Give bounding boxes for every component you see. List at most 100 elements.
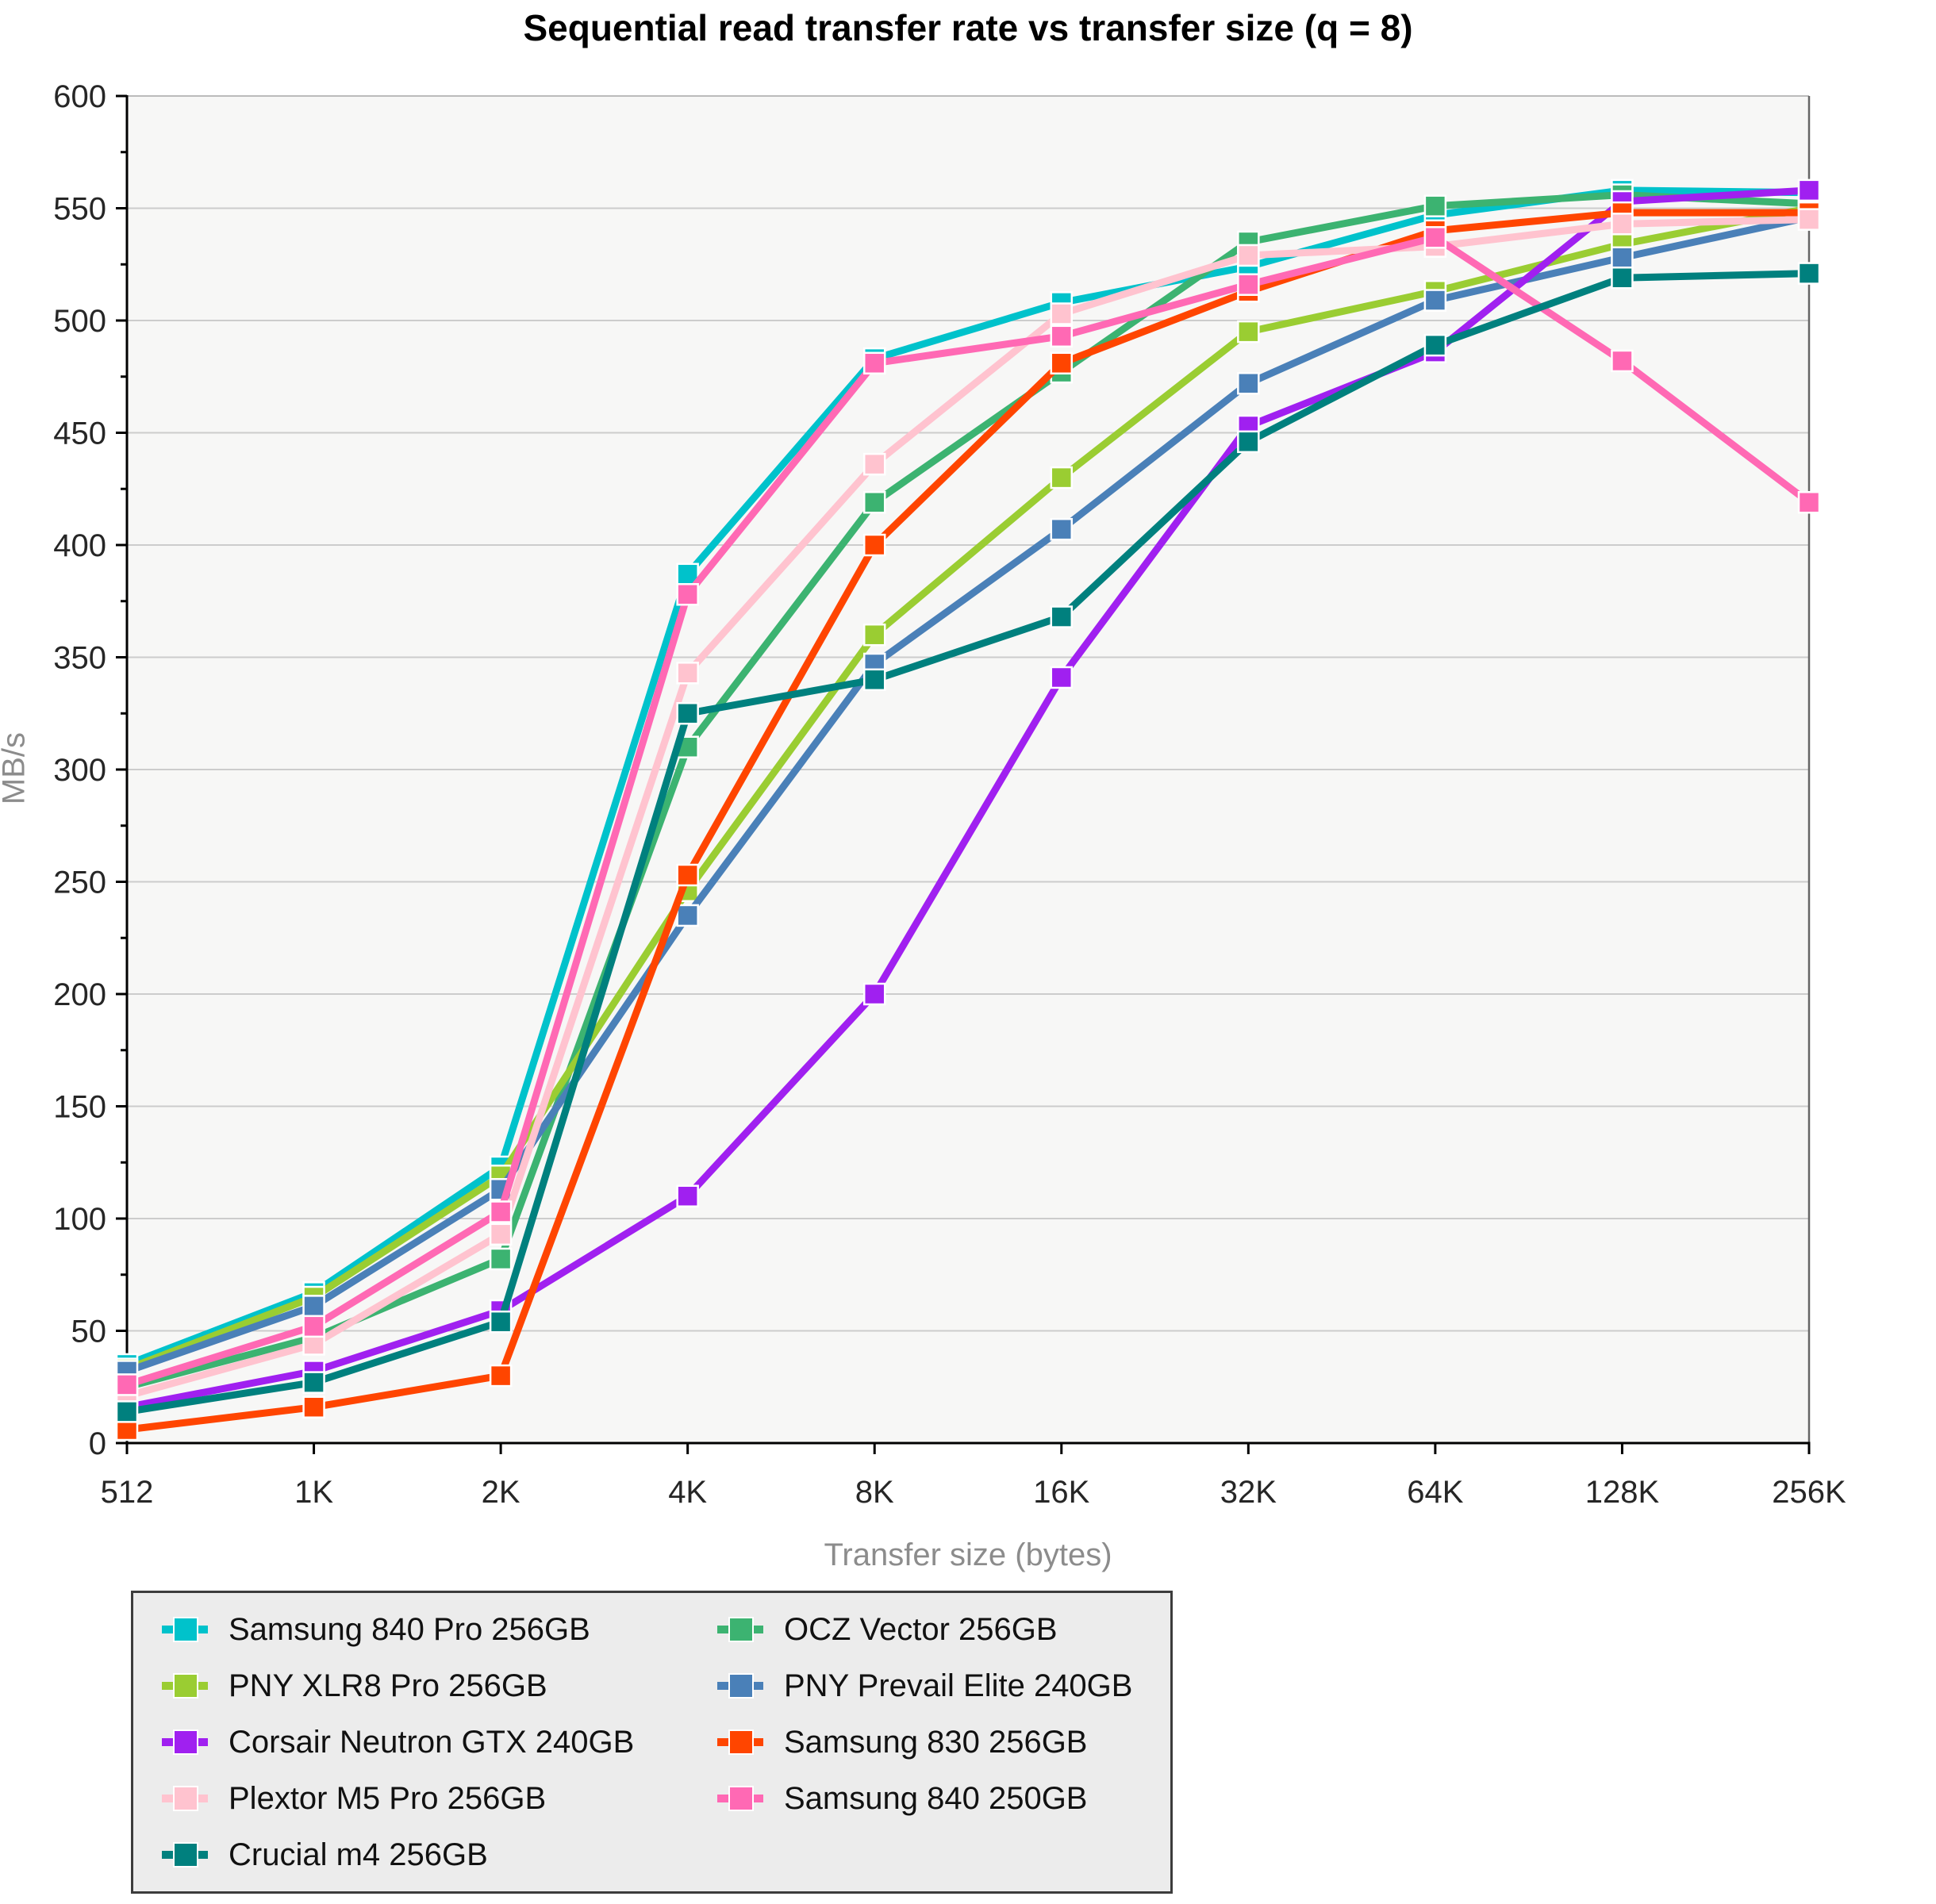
y-tick-label: 0 — [89, 1426, 106, 1461]
y-tick-label: 400 — [53, 528, 106, 563]
legend-item-label: Samsung 830 256GB — [784, 1724, 1088, 1760]
series-swatch-icon — [162, 1729, 208, 1756]
x-tick-label: 4K — [668, 1475, 707, 1510]
data-point-marker — [676, 662, 699, 685]
legend-item-label: Corsair Neutron GTX 240GB — [229, 1724, 635, 1760]
legend-item: OCZ Vector 256GB — [717, 1602, 1170, 1658]
y-tick-label: 600 — [53, 79, 106, 114]
data-point-marker — [676, 863, 699, 887]
y-tick-label: 200 — [53, 977, 106, 1012]
data-point-marker — [862, 533, 886, 557]
series-line — [125, 233, 1811, 1388]
series-swatch-icon — [717, 1729, 763, 1756]
y-tick-label: 350 — [53, 641, 106, 676]
data-point-marker — [302, 1315, 325, 1338]
series-swatch-icon — [162, 1616, 208, 1643]
y-tick-label: 450 — [53, 416, 106, 451]
y-tick-label: 250 — [53, 866, 106, 900]
data-point-marker — [676, 1184, 699, 1207]
y-tick-label: 50 — [71, 1315, 107, 1349]
legend-item: Corsair Neutron GTX 240GB — [162, 1714, 717, 1771]
data-point-marker — [1050, 302, 1074, 325]
series-samsung-840-250gb — [115, 226, 1821, 1396]
data-point-marker — [1423, 226, 1447, 249]
chart-title: Sequential read transfer rate vs transfe… — [523, 7, 1413, 48]
data-point-marker — [1797, 490, 1821, 514]
series-line — [125, 205, 1810, 1372]
series-swatch-icon — [717, 1785, 763, 1812]
data-point-marker — [862, 982, 886, 1006]
x-tick-label: 2K — [482, 1475, 520, 1510]
data-point-marker — [862, 623, 886, 647]
data-point-marker — [1237, 273, 1260, 296]
series-crucial-m4-256gb — [115, 262, 1821, 1423]
legend-item: PNY Prevail Elite 240GB — [717, 1658, 1170, 1714]
series-swatch-icon — [717, 1616, 763, 1643]
data-point-marker — [1611, 213, 1634, 236]
data-point-marker — [1050, 466, 1074, 489]
legend-item: Samsung 840 Pro 256GB — [162, 1602, 717, 1658]
legend-item-label: OCZ Vector 256GB — [784, 1611, 1058, 1647]
data-point-marker — [1237, 371, 1260, 395]
data-point-marker — [862, 668, 886, 692]
series-line — [126, 270, 1810, 1415]
data-point-marker — [862, 490, 886, 514]
series-swatch-icon — [162, 1841, 208, 1868]
x-tick-label: 256K — [1772, 1475, 1846, 1510]
data-point-marker — [1237, 244, 1260, 267]
data-point-marker — [1050, 351, 1074, 375]
legend-item: Crucial m4 256GB — [162, 1827, 717, 1883]
data-point-marker — [1611, 246, 1634, 270]
legend-item-label: Samsung 840 Pro 256GB — [229, 1611, 590, 1647]
data-point-marker — [302, 1395, 325, 1418]
data-point-marker — [862, 452, 886, 476]
series-line — [125, 191, 1810, 1391]
series-line — [126, 209, 1809, 1434]
data-point-marker — [1611, 266, 1634, 290]
x-tick-label: 512 — [101, 1475, 154, 1510]
y-tick-label: 100 — [53, 1202, 106, 1237]
data-point-marker — [1050, 517, 1074, 541]
data-point-marker — [676, 904, 699, 927]
legend-item-label: Plextor M5 Pro 256GB — [229, 1780, 547, 1816]
x-tick-label: 1K — [294, 1475, 333, 1510]
data-point-marker — [1050, 666, 1074, 689]
y-tick-label: 300 — [53, 753, 106, 788]
data-point-marker — [676, 583, 699, 606]
legend-item-label: PNY XLR8 Pro 256GB — [229, 1668, 547, 1703]
data-point-marker — [302, 1371, 325, 1394]
data-point-marker — [1423, 333, 1447, 357]
legend-item: Samsung 830 256GB — [717, 1714, 1170, 1771]
x-tick-label: 32K — [1220, 1475, 1277, 1510]
data-point-marker — [676, 702, 699, 725]
legend-item: Samsung 840 250GB — [717, 1771, 1170, 1827]
data-point-marker — [1237, 320, 1260, 344]
x-tick-label: 8K — [855, 1475, 894, 1510]
data-point-marker — [1423, 289, 1447, 312]
series-swatch-icon — [162, 1785, 208, 1812]
data-point-marker — [489, 1310, 513, 1334]
legend-item-label: Samsung 840 250GB — [784, 1780, 1088, 1816]
data-point-marker — [489, 1247, 513, 1271]
y-tick-label: 500 — [53, 304, 106, 339]
data-point-marker — [489, 1364, 513, 1388]
series-swatch-icon — [717, 1672, 763, 1699]
series-line — [126, 186, 1810, 1411]
data-point-marker — [1050, 605, 1074, 628]
data-point-marker — [1050, 324, 1074, 348]
data-point-marker — [1423, 194, 1447, 217]
data-point-marker — [489, 1200, 513, 1223]
data-point-marker — [489, 1223, 513, 1246]
x-axis-title: Transfer size (bytes) — [824, 1537, 1112, 1572]
y-axis-title: MB/s — [0, 731, 32, 805]
legend-item-label: Crucial m4 256GB — [229, 1837, 488, 1872]
data-point-marker — [862, 351, 886, 375]
data-point-marker — [676, 562, 699, 586]
series-line — [125, 216, 1810, 1399]
series-swatch-icon — [162, 1672, 208, 1699]
data-point-marker — [1611, 349, 1634, 373]
data-point-marker — [115, 1400, 139, 1423]
legend: Samsung 840 Pro 256GB OCZ Vector 256GB P… — [131, 1591, 1173, 1894]
y-tick-label: 550 — [53, 192, 106, 227]
